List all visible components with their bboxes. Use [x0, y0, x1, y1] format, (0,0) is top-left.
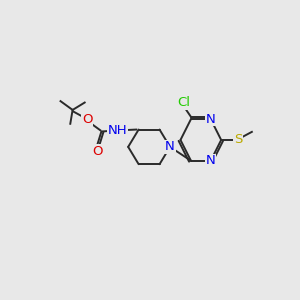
Text: O: O [92, 145, 103, 158]
Text: N: N [165, 140, 175, 153]
Text: O: O [82, 113, 92, 126]
Text: N: N [206, 113, 216, 126]
Text: N: N [206, 154, 216, 167]
Text: NH: NH [108, 124, 128, 137]
Text: Cl: Cl [178, 97, 190, 110]
Text: S: S [234, 134, 242, 146]
